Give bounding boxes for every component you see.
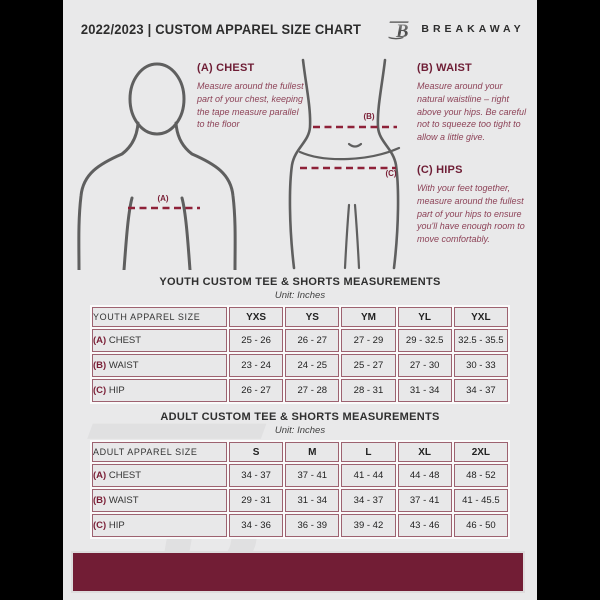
page-title: 2022/2023 | CUSTOM APPAREL SIZE CHART [81,21,362,37]
youth-table-unit: Unit: Inches [274,290,326,301]
youth-table-title: YOUTH CUSTOM TEE & SHORTS MEASUREMENTS [159,276,441,288]
youth-chest-yxl: 32.5 - 35.5 [453,329,508,352]
youth-waist-yl: 27 - 30 [397,354,452,377]
table-row: (B) WAIST 23 - 24 24 - 25 25 - 27 27 - 3… [92,354,508,377]
youth-waist-ym: 25 - 27 [341,354,396,377]
youth-waist-ys: 24 - 25 [285,354,340,377]
adult-chest-s: 34 - 37 [229,464,284,487]
hips-marker-label: (C) [385,169,397,178]
waist-guide: (B) WAIST Measure around your natural wa… [417,62,529,144]
adult-hip-2xl: 46 - 50 [453,514,508,537]
adult-waist-l: 34 - 37 [341,489,396,512]
adult-waist-xl: 37 - 41 [397,489,452,512]
youth-size-yxl: YXL [453,307,508,327]
adult-hip-xl: 43 - 46 [397,514,452,537]
youth-waist-yxl: 30 - 33 [453,354,508,377]
adult-hip-s: 34 - 36 [229,514,284,537]
table-row: (B) WAIST 29 - 31 31 - 34 34 - 37 37 - 4… [92,489,508,512]
youth-chest-ym: 27 - 29 [341,329,396,352]
chest-marker-label: (A) [157,194,169,203]
adult-table-title: ADULT CUSTOM TEE & SHORTS MEASUREMENTS [160,411,440,423]
waist-guide-heading: (B) WAIST [417,62,472,74]
size-chart-page: B 2022/2023 | CUSTOM APPAREL SIZE CHART … [63,0,537,600]
adult-size-l: L [341,442,396,462]
youth-hip-yl: 31 - 34 [397,379,452,402]
adult-chest-l: 41 - 44 [341,464,396,487]
youth-hip-ym: 28 - 31 [341,379,396,402]
youth-waist-yxs: 23 - 24 [229,354,284,377]
table-row: (A) CHEST 25 - 26 26 - 27 27 - 29 29 - 3… [92,329,508,352]
youth-hip-yxl: 34 - 37 [453,379,508,402]
torso-figure [77,62,237,270]
youth-hip-ys: 27 - 28 [285,379,340,402]
adult-size-2xl: 2XL [453,442,508,462]
table-row: (A) CHEST 34 - 37 37 - 41 41 - 44 44 - 4… [92,464,508,487]
adult-chest-2xl: 48 - 52 [453,464,508,487]
youth-size-ys: YS [285,307,340,327]
brand-name: BREAKAWAY [421,23,525,35]
youth-size-col-label: YOUTH APPAREL SIZE [92,307,227,327]
brand-lockup: B BREAKAWAY [387,19,524,40]
adult-hip-l: 39 - 42 [341,514,396,537]
page-header: 2022/2023 | CUSTOM APPAREL SIZE CHART B … [63,16,537,42]
youth-size-yl: YL [397,307,452,327]
youth-size-yxs: YXS [229,307,284,327]
table-row: (C) HIP 26 - 27 27 - 28 28 - 31 31 - 34 … [92,379,508,402]
adult-size-table: ADULT APPAREL SIZE S M L XL 2XL (A) CHES… [90,440,510,539]
waist-guide-body: Measure around your natural waistline – … [417,81,527,143]
youth-hip-label: (C) HIP [92,379,227,402]
youth-chest-yl: 29 - 32.5 [397,329,452,352]
adult-size-m: M [285,442,340,462]
adult-chest-xl: 44 - 48 [397,464,452,487]
youth-chest-yxs: 25 - 26 [229,329,284,352]
adult-waist-label: (B) WAIST [92,489,227,512]
adult-chest-label: (A) CHEST [92,464,227,487]
adult-waist-s: 29 - 31 [229,489,284,512]
waist-marker-label: (B) [363,112,375,121]
chest-guide-heading: (A) CHEST [197,62,255,74]
hips-guide: (C) HIPS With your feet together, measur… [417,164,535,246]
youth-chest-ys: 26 - 27 [285,329,340,352]
adult-table-unit: Unit: Inches [274,425,326,436]
hips-guide-body: With your feet together, measure around … [417,183,525,245]
breakaway-b-logo-icon: B [388,21,410,40]
youth-chest-label: (A) CHEST [92,329,227,352]
adult-hip-label: (C) HIP [92,514,227,537]
youth-size-table: YOUTH APPAREL SIZE YXS YS YM YL YXL (A) … [90,305,510,404]
lower-body-figure [288,58,401,270]
adult-waist-m: 31 - 34 [285,489,340,512]
adult-header-row: ADULT APPAREL SIZE S M L XL 2XL [92,442,508,462]
svg-text:B: B [395,21,409,40]
table-row: (C) HIP 34 - 36 36 - 39 39 - 42 43 - 46 … [92,514,508,537]
adult-size-xl: XL [397,442,452,462]
youth-header-row: YOUTH APPAREL SIZE YXS YS YM YL YXL [92,307,508,327]
adult-chest-m: 37 - 41 [285,464,340,487]
footer-accent-bar [71,551,525,593]
adult-size-col-label: ADULT APPAREL SIZE [92,442,227,462]
youth-size-ym: YM [341,307,396,327]
adult-waist-2xl: 41 - 45.5 [453,489,508,512]
adult-hip-m: 36 - 39 [285,514,340,537]
youth-waist-label: (B) WAIST [92,354,227,377]
chest-guide-body: Measure around the fullest part of your … [197,81,304,130]
hips-guide-heading: (C) HIPS [417,164,463,176]
chest-guide: (A) CHEST Measure around the fullest par… [197,62,305,131]
adult-size-s: S [229,442,284,462]
youth-hip-yxs: 26 - 27 [229,379,284,402]
